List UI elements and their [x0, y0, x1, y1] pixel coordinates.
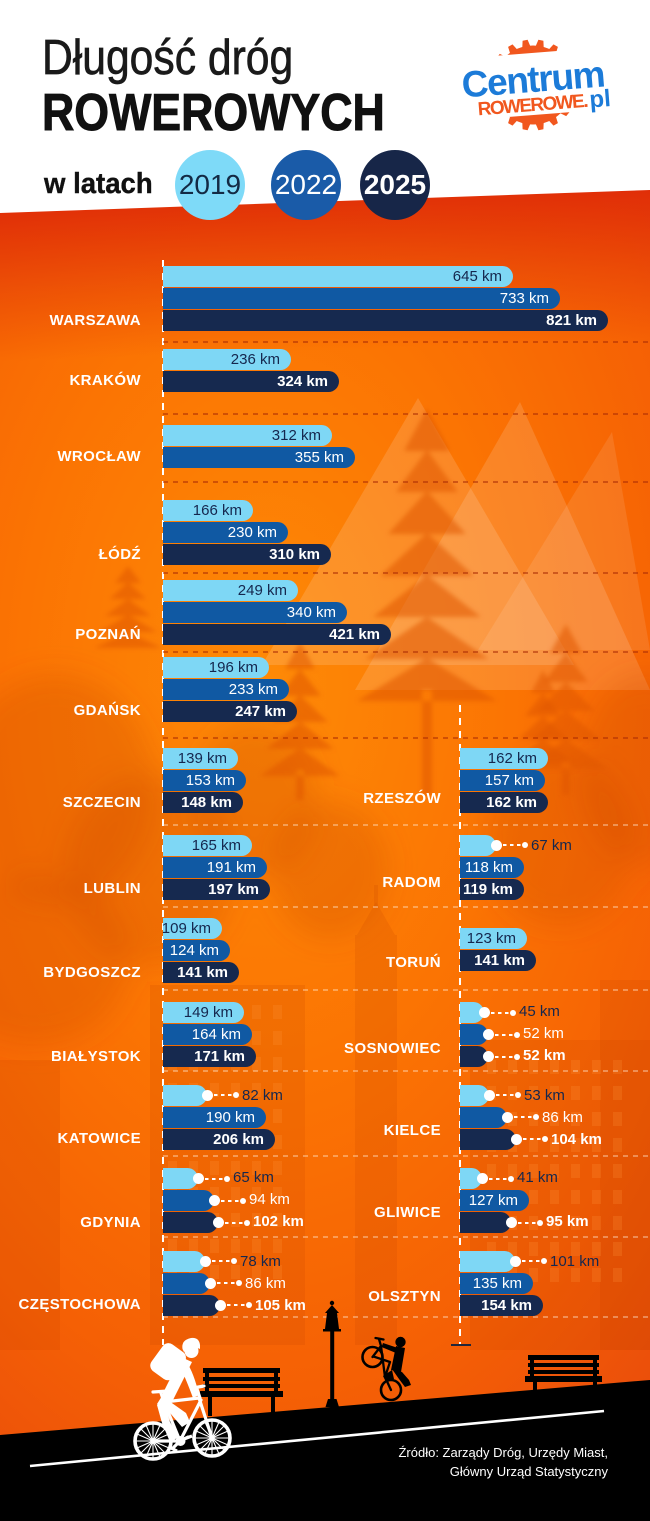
svg-text:pl: pl	[588, 85, 611, 114]
